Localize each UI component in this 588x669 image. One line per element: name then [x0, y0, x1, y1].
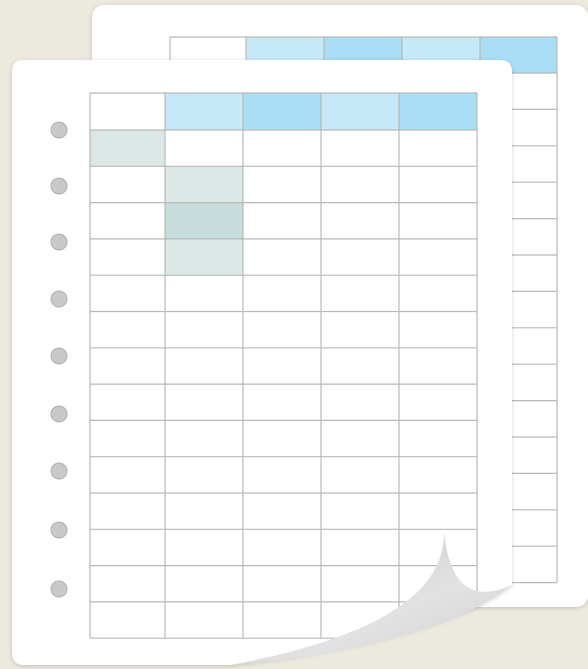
binder-hole — [50, 580, 68, 598]
binder-hole — [50, 462, 68, 480]
binder-hole — [50, 347, 68, 365]
header-cell — [243, 93, 321, 130]
header-cell — [165, 93, 243, 130]
shaded-cell — [165, 238, 243, 276]
page-curl — [230, 532, 512, 665]
front-sheet — [12, 60, 512, 665]
binder-hole — [50, 233, 68, 251]
shaded-cell — [90, 130, 165, 167]
binder-hole — [50, 521, 68, 539]
shaded-cell — [165, 202, 243, 239]
header-cell — [399, 93, 477, 130]
binder-hole — [50, 121, 68, 139]
binder-hole — [50, 405, 68, 423]
binder-holes — [50, 121, 68, 598]
binder-hole — [50, 290, 68, 308]
binder-hole — [50, 177, 68, 195]
header-cell — [321, 93, 399, 130]
shaded-cell — [165, 166, 243, 203]
front-table — [89, 92, 478, 639]
